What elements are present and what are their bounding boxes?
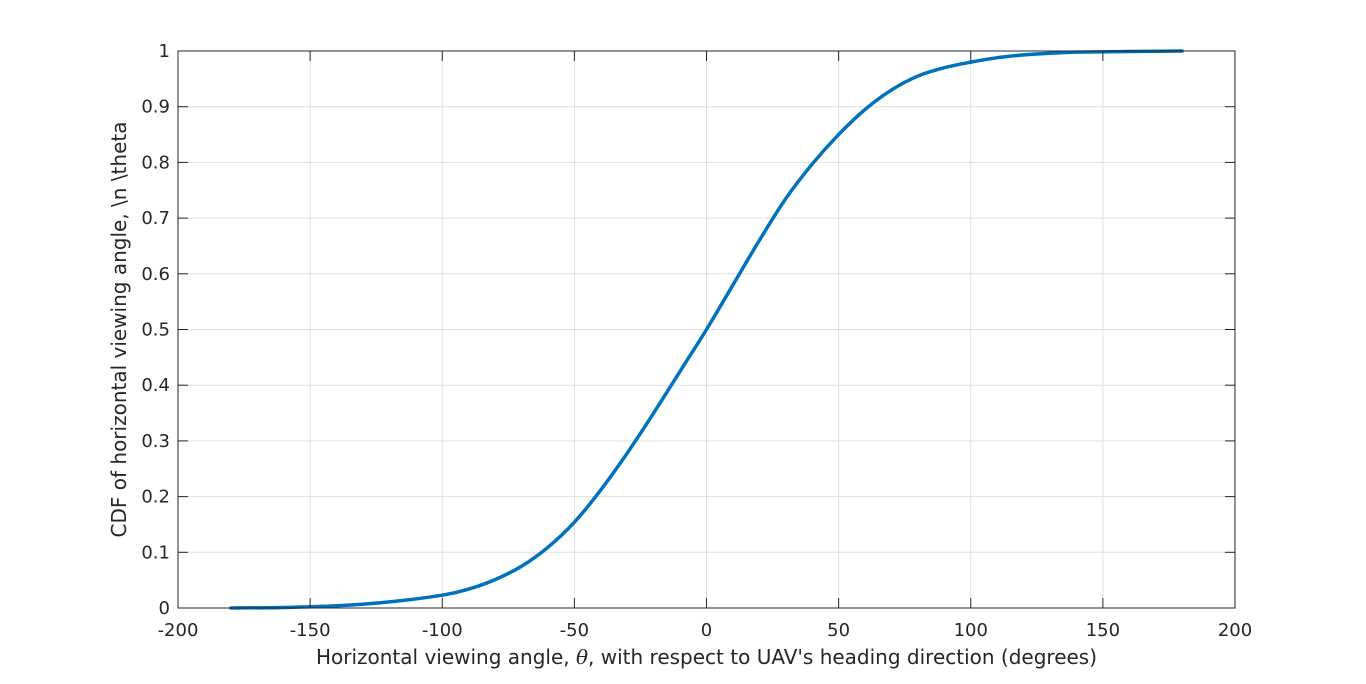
series-layer bbox=[229, 49, 1184, 610]
grid bbox=[177, 50, 1236, 609]
y-tick-label: 0.8 bbox=[141, 152, 170, 173]
y-tick-label: 0.3 bbox=[141, 431, 170, 452]
y-tick-label: 0 bbox=[159, 598, 170, 619]
y-axis-label: CDF of horizontal viewing angle, \n \the… bbox=[107, 122, 131, 538]
x-tick-label: 50 bbox=[827, 620, 850, 641]
y-tick-label: 0.1 bbox=[141, 542, 170, 563]
x-tick-label: 200 bbox=[1218, 620, 1252, 641]
x-tick-label: 150 bbox=[1086, 620, 1120, 641]
x-tick-label: 0 bbox=[701, 620, 712, 641]
x-tick-label: -100 bbox=[422, 620, 463, 641]
x-axis-label: Horizontal viewing angle, θ, with respec… bbox=[316, 645, 1097, 669]
x-axis-label-theta: θ bbox=[576, 645, 588, 669]
x-tick-label: 100 bbox=[954, 620, 988, 641]
x-tick-label: -50 bbox=[560, 620, 589, 641]
tick-labels: -200 -150 -100 -50 0 50 100 150 200 0 0.1 0.2 0.3 0.4… bbox=[141, 41, 1252, 641]
y-tick-label: 1 bbox=[159, 41, 170, 62]
y-tick-label: 0.4 bbox=[141, 375, 170, 396]
x-tick-label: -150 bbox=[290, 620, 331, 641]
y-tick-label: 0.7 bbox=[141, 208, 170, 229]
x-tick-label: -200 bbox=[158, 620, 199, 641]
cdf-series-line-0 bbox=[229, 49, 1184, 610]
y-tick-label: 0.6 bbox=[141, 264, 170, 285]
ticks bbox=[177, 50, 1236, 609]
y-tick-label: 0.5 bbox=[141, 320, 170, 341]
x-axis-label-part-1: Horizontal viewing angle, bbox=[316, 645, 576, 669]
y-tick-label: 0.2 bbox=[141, 487, 170, 508]
x-axis-label-part-2: , with respect to UAV's heading directio… bbox=[588, 645, 1097, 669]
y-tick-label: 0.9 bbox=[141, 97, 170, 118]
